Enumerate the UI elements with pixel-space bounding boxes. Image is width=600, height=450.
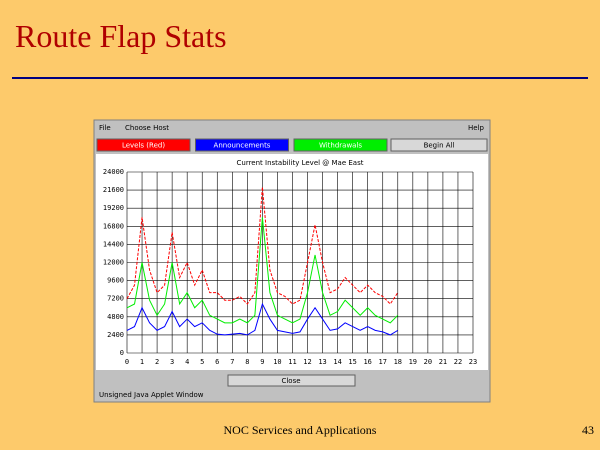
x-tick-label: 17	[379, 358, 387, 366]
x-tick-label: 9	[260, 358, 264, 366]
button[interactable]	[390, 138, 488, 152]
button-label[interactable]: Close	[281, 377, 300, 385]
button-row: Levels (Red) Announcements Withdrawals	[96, 138, 388, 152]
x-tick-label: 10	[273, 358, 281, 366]
menu-item[interactable]: File	[99, 124, 111, 132]
x-tick-label: 13	[318, 358, 326, 366]
x-tick-label: 5	[200, 358, 204, 366]
y-tick-label: 2400	[107, 331, 124, 339]
y-tick-label: 19200	[103, 204, 124, 212]
x-tick-label: 15	[348, 358, 356, 366]
menu-item[interactable]: Choose Host	[125, 124, 169, 132]
x-tick-label: 7	[230, 358, 234, 366]
x-tick-label: 21	[439, 358, 447, 366]
menu-item[interactable]: Help	[468, 124, 485, 132]
y-tick-label: 9600	[107, 277, 124, 285]
x-tick-label: 14	[333, 358, 341, 366]
series-button[interactable]	[293, 138, 388, 152]
x-tick-label: 20	[424, 358, 432, 366]
y-tick-label: 0	[120, 349, 124, 357]
button-label[interactable]: Begin All	[424, 142, 455, 150]
x-tick-label: 3	[170, 358, 174, 366]
x-tick-label: 1	[140, 358, 144, 366]
series-button[interactable]	[96, 138, 191, 152]
series-line	[126, 302, 399, 336]
series-button-label: Levels (Red)	[122, 142, 165, 150]
y-tick-label: 4800	[107, 313, 124, 321]
series-button-label: Announcements	[214, 142, 271, 150]
x-tick-label: 22	[454, 358, 462, 366]
x-tick-label: 19	[409, 358, 417, 366]
y-tick-label: 21600	[103, 186, 124, 194]
y-tick-label: 12000	[103, 259, 124, 267]
series-line	[126, 187, 399, 305]
x-tick-label: 4	[185, 358, 189, 366]
x-tick-label: 0	[125, 358, 129, 366]
page-number: 43	[582, 423, 594, 437]
series-button[interactable]	[195, 138, 289, 152]
y-tick-label: 14400	[103, 240, 124, 248]
x-tick-label: 12	[303, 358, 311, 366]
slide-footer: NOC Services and Applications	[224, 423, 377, 437]
y-tick-label: 24000	[103, 168, 124, 176]
x-tick-label: 11	[288, 358, 296, 366]
y-tick-label: 16800	[103, 222, 124, 230]
series-button-label: Withdrawals	[319, 142, 362, 150]
y-tick-label: 7200	[107, 295, 124, 303]
close-button[interactable]	[227, 374, 356, 387]
slide-title: Route Flap Stats	[15, 18, 227, 54]
x-tick-label: 23	[469, 358, 477, 366]
x-tick-label: 8	[245, 358, 249, 366]
x-tick-label: 16	[363, 358, 371, 366]
chart-title: Current Instability Level @ Mae East	[237, 159, 364, 167]
status-bar: Unsigned Java Applet Window	[99, 391, 204, 399]
plot: 0240048007200960012000144001680019200216…	[103, 168, 477, 366]
x-tick-label: 2	[155, 358, 159, 366]
series-line	[126, 217, 399, 324]
plot-background	[96, 154, 488, 370]
x-tick-label: 18	[394, 358, 402, 366]
x-tick-label: 6	[215, 358, 219, 366]
